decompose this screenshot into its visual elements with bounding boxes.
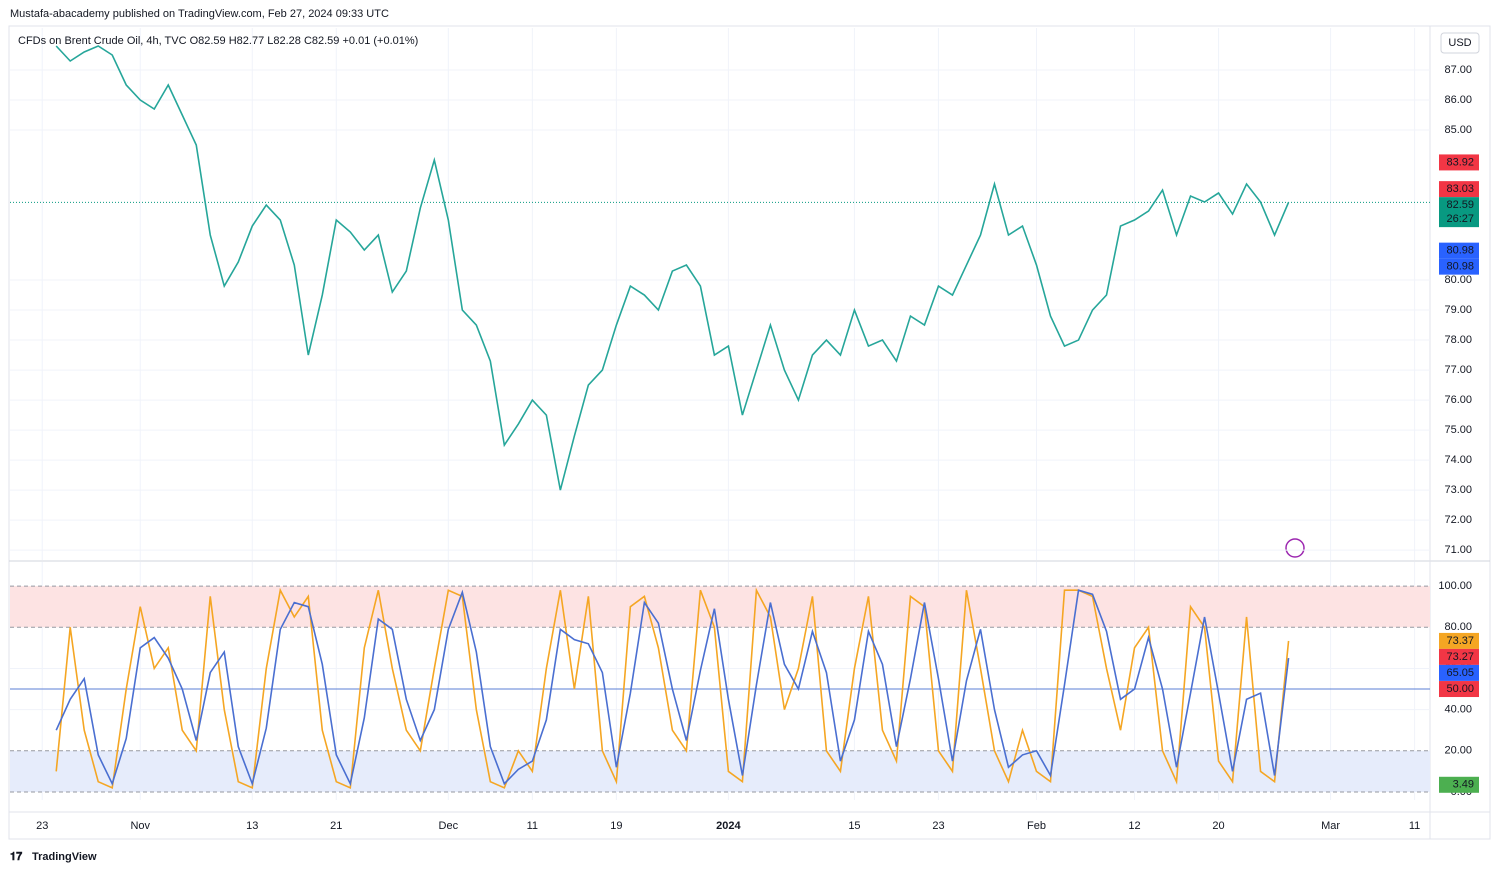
- last-value-label: 73.27: [1446, 651, 1474, 663]
- y-tick-label: 71.00: [1444, 544, 1472, 556]
- x-tick-label: 2024: [716, 820, 741, 832]
- plot-layer: 23 Nov 13 21 Dec 11 19 2024 15 23 Feb 12 20 Mar 11 71.0…: [10, 28, 1479, 832]
- y-tick-label: 100.00: [1438, 580, 1472, 592]
- x-tick-label: 12: [1128, 820, 1140, 832]
- y-tick-label: 72.00: [1444, 514, 1472, 526]
- x-tick-label: Feb: [1027, 820, 1046, 832]
- y-tick-label: 80.00: [1444, 274, 1472, 286]
- alert-icon[interactable]: [1285, 538, 1305, 558]
- y-tick-label: 73.00: [1444, 484, 1472, 496]
- last-value-box: [1439, 681, 1479, 698]
- last-value-label: 73.37: [1446, 635, 1474, 647]
- x-tick-label: 11: [1409, 820, 1420, 832]
- last-value-label: 50.00: [1446, 683, 1474, 695]
- last-value-label: 83.92: [1446, 156, 1474, 168]
- x-tick-label: 20: [1212, 820, 1224, 832]
- footer: TradingView: [32, 851, 97, 863]
- last-value-box: [1439, 197, 1479, 228]
- y-tick-label: 80.00: [1444, 621, 1472, 633]
- countdown: 26:27: [1446, 213, 1474, 225]
- x-tick-label: 21: [330, 820, 342, 832]
- y-tick-label: 78.00: [1444, 334, 1472, 346]
- x-tick-label: 19: [610, 820, 622, 832]
- y-tick-label: 76.00: [1444, 394, 1472, 406]
- y-tick-label: 75.00: [1444, 424, 1472, 436]
- last-value-label: 3.49: [1453, 779, 1474, 791]
- x-tick-label: 15: [848, 820, 860, 832]
- band: [10, 586, 1430, 628]
- series-line: [55, 45, 1290, 491]
- last-value-box: [1439, 664, 1479, 681]
- x-tick-label: Nov: [130, 820, 150, 832]
- chart-title: CFDs on Brent Crude Oil, 4h, TVC O82.59 …: [18, 35, 418, 47]
- last-value-box: [1439, 154, 1479, 171]
- band: [10, 750, 1430, 792]
- y-tick-label: 87.00: [1444, 64, 1472, 76]
- frame: [8, 25, 1491, 840]
- y-tick-label: 85.00: [1444, 124, 1472, 136]
- series-line: [55, 589, 1290, 787]
- last-value-label: 80.98: [1446, 261, 1474, 273]
- y-tick-label: 86.00: [1444, 94, 1472, 106]
- last-value-box: [1439, 181, 1479, 198]
- y-tick-label: 74.00: [1444, 454, 1472, 466]
- last-value-label: 82.59: [1446, 199, 1474, 211]
- currency[interactable]: USD: [1448, 37, 1471, 49]
- x-tick-label: 13: [246, 820, 258, 832]
- x-tick-label: 23: [36, 820, 48, 832]
- last-value-box: [1439, 258, 1479, 275]
- last-value-label: 65.05: [1446, 667, 1474, 679]
- x-tick-label: 23: [932, 820, 944, 832]
- y-tick-label: 79.00: [1444, 304, 1472, 316]
- y-tick-label: 77.00: [1444, 364, 1472, 376]
- currency-box[interactable]: [1440, 32, 1480, 54]
- logo: 𝟏𝟕: [10, 851, 23, 863]
- last-value-box: [1439, 776, 1479, 793]
- y-tick-label: 20.00: [1444, 745, 1472, 757]
- last-value-box: [1439, 648, 1479, 665]
- last-value-box: [1439, 632, 1479, 649]
- last-value-box: [1439, 242, 1479, 259]
- x-tick-label: Dec: [439, 820, 459, 832]
- last-value-label: 80.98: [1446, 245, 1474, 257]
- last-value-label: 83.03: [1446, 183, 1474, 195]
- x-tick-label: Mar: [1321, 820, 1340, 832]
- y-tick-label: 40.00: [1444, 704, 1472, 716]
- header: Mustafa-abacademy published on TradingVi…: [10, 8, 389, 20]
- x-tick-label: 11: [527, 820, 538, 832]
